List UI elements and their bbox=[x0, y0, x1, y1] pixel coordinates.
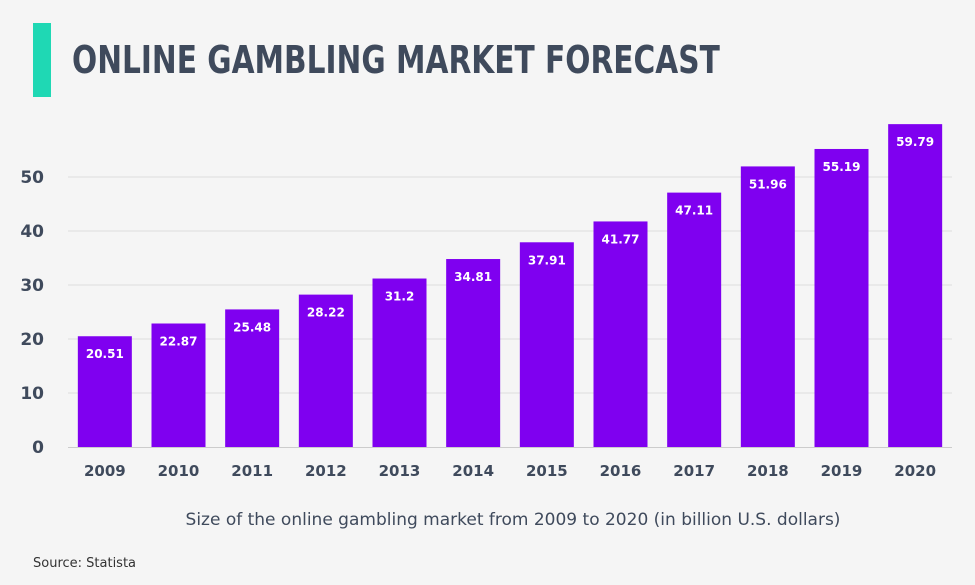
y-tick-label: 20 bbox=[20, 330, 44, 350]
x-tick-label-2011: 2011 bbox=[231, 462, 273, 480]
bar-2015 bbox=[519, 242, 574, 447]
x-tick-label-2012: 2012 bbox=[305, 462, 347, 480]
bar-value-label-2009: 20.51 bbox=[86, 347, 124, 361]
x-tick-label-2014: 2014 bbox=[452, 462, 494, 480]
x-tick-label-2017: 2017 bbox=[673, 462, 715, 480]
x-tick-label-2013: 2013 bbox=[379, 462, 421, 480]
bar-2018 bbox=[740, 166, 795, 447]
title-accent-bar bbox=[33, 23, 51, 97]
bar-2013 bbox=[372, 278, 427, 447]
bar-2016 bbox=[593, 221, 648, 447]
bar-value-label-2010: 22.87 bbox=[160, 335, 198, 349]
bars: 20.51 22.87 25.48 28.22 31.2 34.81 37.91 41.77 4… bbox=[77, 124, 943, 447]
x-tick-label-2015: 2015 bbox=[526, 462, 568, 480]
bar-2020 bbox=[888, 124, 943, 447]
bar-value-label-2018: 51.96 bbox=[749, 177, 787, 191]
bar-value-label-2014: 34.81 bbox=[454, 270, 492, 284]
x-tick-label-2016: 2016 bbox=[600, 462, 642, 480]
bar-2011 bbox=[225, 309, 280, 447]
bar-2010 bbox=[151, 323, 206, 447]
x-tick-label-2010: 2010 bbox=[158, 462, 200, 480]
bar-2017 bbox=[667, 192, 722, 447]
bar-value-label-2020: 59.79 bbox=[896, 135, 934, 149]
x-tick-label-2018: 2018 bbox=[747, 462, 789, 480]
bar-value-label-2013: 31.2 bbox=[385, 290, 415, 304]
grid-lines bbox=[68, 176, 952, 394]
x-axis-tick-labels: 2009 2010 2011 2012 2013 2014 2015 2016 2017 2018… bbox=[84, 462, 936, 480]
y-tick-label: 50 bbox=[20, 168, 44, 188]
x-tick-label-2019: 2019 bbox=[821, 462, 863, 480]
bar-2014 bbox=[446, 259, 501, 447]
x-axis-label: Size of the online gambling market from … bbox=[186, 510, 841, 530]
bar-value-label-2016: 41.77 bbox=[602, 232, 640, 246]
bar-2009 bbox=[77, 336, 132, 447]
y-tick-label: 30 bbox=[20, 276, 44, 296]
bar-value-label-2012: 28.22 bbox=[307, 306, 345, 320]
y-tick-label: 10 bbox=[20, 384, 44, 404]
y-tick-label: 40 bbox=[20, 222, 44, 242]
chart-title: ONLINE GAMBLING MARKET FORECAST bbox=[72, 38, 720, 82]
bar-value-label-2011: 25.48 bbox=[233, 320, 271, 334]
x-tick-label-2020: 2020 bbox=[894, 462, 936, 480]
bar-2012 bbox=[298, 294, 353, 447]
bar-2019 bbox=[814, 148, 869, 447]
bar-value-label-2017: 47.11 bbox=[675, 204, 713, 218]
y-axis-tick-labels: 0 10 20 30 40 50 bbox=[20, 168, 44, 458]
source-note: Source: Statista bbox=[33, 556, 137, 571]
bar-value-label-2019: 55.19 bbox=[823, 160, 861, 174]
x-tick-label-2009: 2009 bbox=[84, 462, 126, 480]
y-tick-label: 0 bbox=[32, 438, 44, 458]
bar-value-label-2015: 37.91 bbox=[528, 253, 566, 267]
